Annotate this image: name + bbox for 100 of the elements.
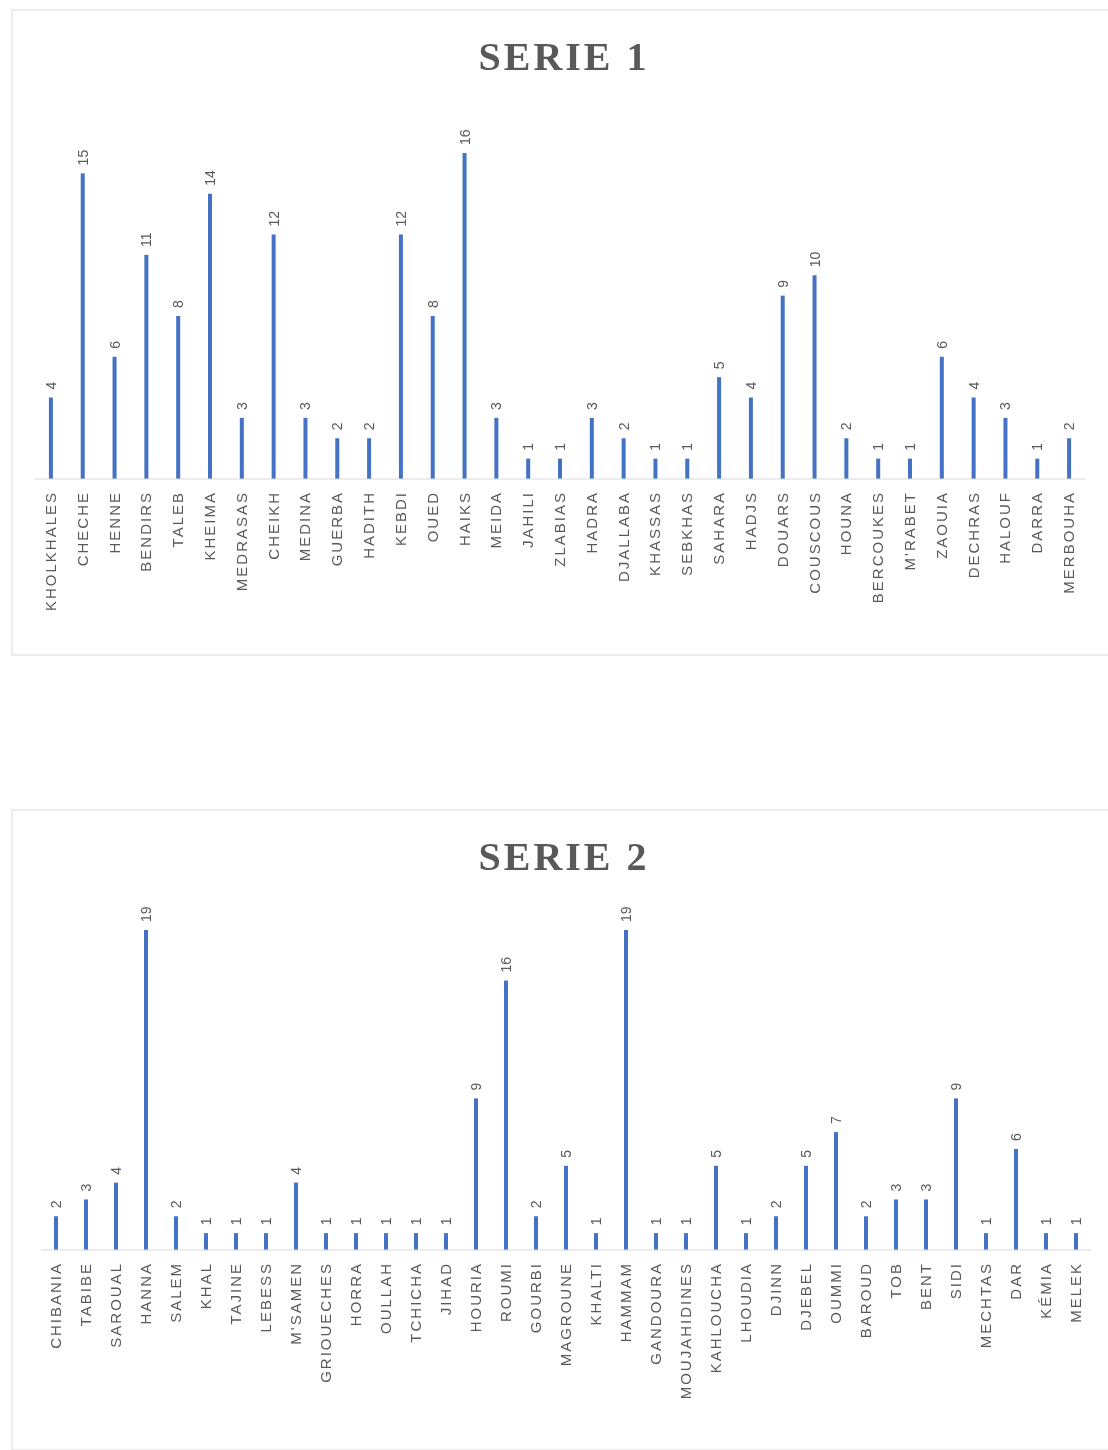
- data-label: 19: [138, 906, 154, 922]
- x-tick-label: SAROUAL: [107, 1262, 124, 1348]
- x-tick-label: KÉMIA: [1037, 1262, 1054, 1319]
- x-tick-label: ZLABIAS: [551, 491, 568, 567]
- bar: [834, 1132, 838, 1250]
- data-label: 1: [552, 442, 568, 451]
- data-label: 1: [1029, 442, 1046, 451]
- bar: [653, 458, 658, 479]
- bar: [714, 1165, 718, 1250]
- x-tick-label: TOB: [887, 1262, 904, 1299]
- data-label: 1: [678, 1217, 694, 1226]
- x-tick-label: JIHAD: [437, 1262, 454, 1316]
- x-tick-label: BENT: [917, 1262, 934, 1311]
- data-label: 1: [647, 442, 664, 451]
- x-tick-label: HANNA: [137, 1262, 154, 1325]
- bar: [876, 458, 881, 479]
- x-tick-label: MEDINA: [296, 491, 314, 562]
- bar: [174, 1216, 178, 1250]
- x-tick-label: GOURBI: [527, 1262, 544, 1334]
- bar: [526, 458, 531, 479]
- bar: [303, 417, 308, 479]
- x-tick-label: LEBESS: [257, 1262, 274, 1333]
- x-tick-label: HADJS: [741, 491, 759, 551]
- data-label: 2: [858, 1200, 874, 1209]
- data-label: 9: [468, 1082, 484, 1091]
- x-tick-label: KEBDI: [391, 491, 409, 547]
- data-label: 2: [1061, 422, 1078, 431]
- x-tick-label: DARRA: [1028, 491, 1046, 554]
- x-tick-label: MAGROUNE: [557, 1262, 574, 1367]
- data-label: 16: [456, 129, 473, 145]
- data-label: 16: [498, 956, 514, 973]
- x-tick-label: DJALLABA: [614, 491, 632, 583]
- data-label: 5: [711, 361, 728, 370]
- bar: [558, 458, 562, 479]
- data-label: 2: [329, 422, 346, 431]
- x-tick-label: KHALTI: [587, 1262, 604, 1326]
- data-label: 6: [1008, 1132, 1024, 1141]
- data-label: 12: [265, 210, 282, 227]
- bar: [54, 1216, 58, 1250]
- x-tick-label: KHOLKHALES: [41, 491, 59, 612]
- data-label: 1: [648, 1217, 664, 1226]
- data-label: 1: [870, 442, 887, 451]
- data-label: 10: [806, 251, 823, 268]
- data-label: 19: [618, 906, 634, 922]
- x-tick-label: OUMMI: [827, 1262, 844, 1324]
- x-tick-label: HADITH: [360, 491, 378, 559]
- data-label: 3: [997, 401, 1014, 410]
- bar: [234, 1233, 238, 1250]
- chart-title: SERIE 2: [478, 834, 650, 879]
- data-label: 4: [108, 1166, 124, 1175]
- bar: [1035, 458, 1040, 479]
- data-label: 6: [106, 340, 123, 349]
- x-tick-label: SALEM: [167, 1262, 184, 1323]
- data-label: 14: [202, 169, 218, 186]
- bar: [717, 377, 722, 479]
- bar: [271, 234, 276, 479]
- bar: [1003, 417, 1008, 479]
- x-tick-label: HORRA: [347, 1262, 364, 1327]
- x-tick-label: GRIOUECHES: [317, 1262, 334, 1383]
- data-label: 5: [558, 1149, 574, 1158]
- x-tick-label: CHIBANIA: [47, 1262, 64, 1349]
- bar: [1067, 438, 1072, 479]
- x-tick-label: BENDIRS: [137, 491, 155, 572]
- x-tick-label: DECHRAS: [964, 491, 982, 579]
- bar: [504, 980, 508, 1250]
- bar: [462, 153, 467, 479]
- data-label: 3: [488, 401, 505, 410]
- data-label: 1: [258, 1217, 274, 1226]
- x-tick-label: GANDOURA: [647, 1262, 664, 1365]
- x-tick-label: ZAOUIA: [932, 491, 950, 559]
- data-label: 4: [742, 381, 759, 390]
- data-label: 2: [768, 1200, 784, 1209]
- data-label: 6: [933, 340, 950, 349]
- bar: [144, 254, 149, 479]
- x-tick-label: SIDI: [947, 1262, 964, 1300]
- x-tick-label: MOUJAHIDINES: [677, 1262, 694, 1400]
- bar: [534, 1216, 538, 1250]
- data-label: 4: [288, 1166, 304, 1175]
- x-tick-label: JAHILI: [519, 491, 537, 549]
- x-tick-label: HENNE: [105, 491, 123, 554]
- bar: [1074, 1233, 1078, 1250]
- bar: [748, 397, 753, 479]
- bar: [774, 1216, 778, 1250]
- chart-title: SERIE 1: [478, 34, 650, 79]
- data-label: 3: [888, 1183, 904, 1192]
- bar: [594, 1233, 598, 1250]
- data-label: 3: [297, 401, 314, 410]
- data-label: 2: [615, 422, 632, 431]
- data-label: 1: [378, 1217, 394, 1226]
- data-label: 1: [1068, 1217, 1084, 1226]
- x-tick-label: KHAL: [197, 1262, 214, 1310]
- x-tick-label: MERBOUHA: [1060, 491, 1078, 594]
- bar: [894, 1199, 898, 1250]
- bar: [444, 1233, 448, 1250]
- bar: [954, 1098, 958, 1250]
- x-tick-label: KAHLOUCHA: [707, 1262, 724, 1374]
- data-label: 8: [170, 300, 187, 308]
- x-tick-label: HOUNA: [837, 491, 855, 556]
- bar: [114, 1182, 118, 1250]
- x-tick-label: HALOUF: [996, 491, 1014, 564]
